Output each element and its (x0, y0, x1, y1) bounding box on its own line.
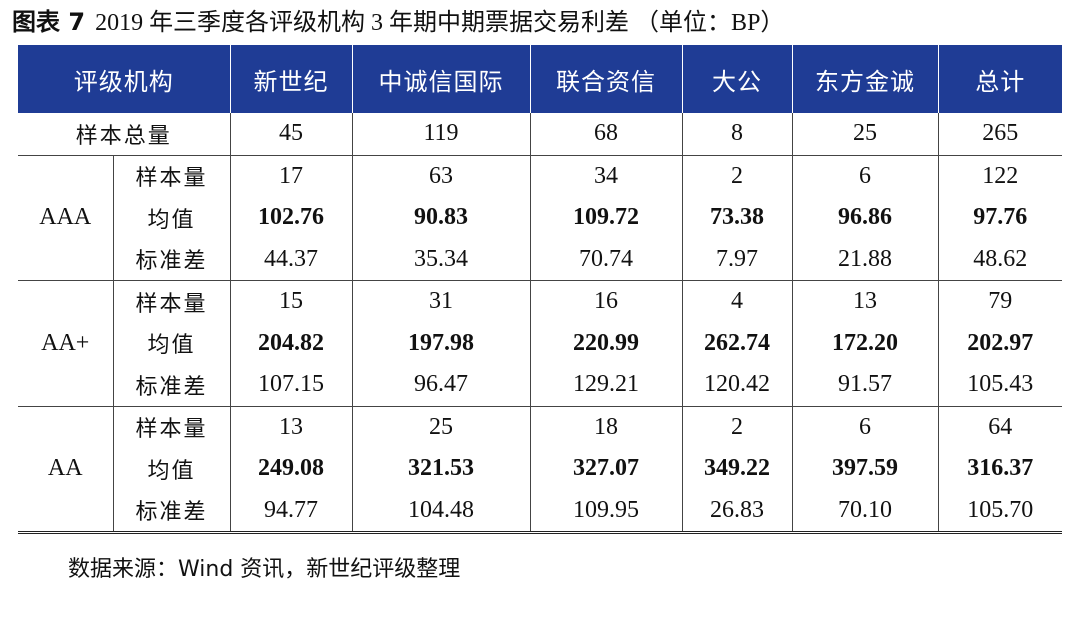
table-cell: 64 (938, 405, 1062, 448)
table-row: AAA 样本量 17 63 34 2 6 122 (18, 154, 1062, 281)
table-cell: 2 (682, 154, 793, 197)
table-cell: 327.07 (530, 448, 683, 490)
table-cell: 2 (682, 405, 793, 448)
table-cell: 35.34 (352, 238, 531, 281)
table-row: 标准差 44.37 35.34 70.74 7.97 21.88 48.62 (18, 238, 1062, 281)
table-cell: 79 (938, 280, 1062, 323)
rating-label: AAA (18, 154, 114, 281)
table-cell: 17 (230, 154, 353, 197)
table-cell: 349.22 (682, 448, 793, 490)
metric-label: 样本量 (113, 154, 231, 197)
header-col: 联合资信 (530, 45, 683, 113)
table-row: 标准差 94.77 104.48 109.95 26.83 70.10 105.… (18, 489, 1062, 534)
table-cell: 204.82 (230, 322, 353, 364)
spread-table: 评级机构 新世纪 中诚信国际 联合资信 大公 东方金诚 总计 样本总量 45 1… (18, 45, 1062, 534)
metric-label: 均值 (113, 322, 231, 364)
table-cell: 97.76 (973, 204, 1028, 231)
table-cell: 15 (230, 280, 353, 323)
table-cell: 109.72 (530, 197, 683, 239)
table-cell: 25 (352, 405, 531, 448)
header-agency: 评级机构 (18, 45, 231, 113)
table-cell: 105.70 (938, 489, 1062, 534)
figure-caption: 图表 7 2019 年三季度各评级机构 3 年期中期票据交易利差 （单位：BP） (12, 6, 1068, 39)
table-cell: 6 (792, 154, 939, 197)
metric-label: 均值 (113, 448, 231, 490)
figure-title: 2019 年三季度各评级机构 3 年期中期票据交易利差 （单位：BP） (95, 10, 785, 36)
figure-label: 图表 7 (12, 8, 86, 36)
rating-label: AA (18, 405, 114, 534)
table-cell: 197.98 (352, 322, 531, 364)
table-cell: 63 (352, 154, 531, 197)
table-cell: 26.83 (682, 489, 793, 534)
table-row: 均值 249.08 321.53 327.07 349.22 397.59 31… (18, 448, 1062, 490)
table-cell: 91.57 (792, 364, 939, 406)
table-cell: 68 (530, 113, 683, 155)
table-cell: 262.74 (682, 322, 793, 364)
table-row-total: 样本总量 45 119 68 8 25 265 (18, 113, 1062, 155)
header-col: 总计 (938, 45, 1062, 113)
metric-label: 标准差 (113, 364, 231, 406)
table-cell: 107.15 (230, 364, 353, 406)
table-cell: 172.20 (792, 322, 939, 364)
table-cell: 7.97 (682, 238, 793, 281)
table-cell: 96.86 (792, 197, 939, 239)
table-row: 标准差 107.15 96.47 129.21 120.42 91.57 105… (18, 364, 1062, 406)
table-cell: 6 (792, 405, 939, 448)
table-cell: 119 (352, 113, 531, 155)
rating-label: AA+ (18, 280, 114, 407)
table-cell: 31 (352, 280, 531, 323)
table-cell: 70.10 (792, 489, 939, 534)
table-cell: 21.88 (792, 238, 939, 281)
table-cell: 16 (530, 280, 683, 323)
data-source-note: 数据来源：Wind 资讯，新世纪评级整理 (68, 557, 461, 582)
table-cell: 120.42 (682, 364, 793, 406)
table-cell: 18 (530, 405, 683, 448)
metric-label: 样本量 (113, 280, 231, 323)
table-cell: 316.37 (967, 455, 1034, 482)
table-cell: 129.21 (530, 364, 683, 406)
row-label: 样本总量 (18, 113, 231, 155)
table-cell: 265 (982, 120, 1019, 147)
table-cell: 34 (530, 154, 683, 197)
table-cell: 90.83 (352, 197, 531, 239)
table-cell: 13 (792, 280, 939, 323)
table-cell: 104.48 (352, 489, 531, 534)
table-cell: 70.74 (530, 238, 683, 281)
header-col: 中诚信国际 (352, 45, 531, 113)
metric-label: 均值 (113, 197, 231, 239)
metric-label: 标准差 (113, 238, 231, 281)
table-cell: 397.59 (792, 448, 939, 490)
table-cell: 25 (792, 113, 939, 155)
table-row: AA+ 样本量 15 31 16 4 13 79 (18, 280, 1062, 407)
header-row: 评级机构 新世纪 中诚信国际 联合资信 大公 东方金诚 总计 (18, 45, 1062, 113)
table-cell: 48.62 (973, 245, 1028, 272)
table-row: 均值 204.82 197.98 220.99 262.74 172.20 20… (18, 322, 1062, 364)
table-cell: 202.97 (967, 329, 1034, 356)
table-cell: 45 (230, 113, 353, 155)
metric-label: 样本量 (113, 405, 231, 448)
table-cell: 8 (682, 113, 793, 155)
table-cell: 105.43 (967, 371, 1034, 398)
table-cell: 220.99 (530, 322, 683, 364)
header-col: 新世纪 (230, 45, 353, 113)
table-cell: 321.53 (352, 448, 531, 490)
table-cell: 122 (938, 154, 1062, 197)
table-row: AA 样本量 13 25 18 2 6 64 (18, 405, 1062, 534)
metric-label: 标准差 (113, 489, 231, 534)
table-cell: 73.38 (682, 197, 793, 239)
table-cell: 96.47 (352, 364, 531, 406)
table-cell: 109.95 (530, 489, 683, 534)
header-col: 大公 (682, 45, 793, 113)
table-cell: 249.08 (230, 448, 353, 490)
table-cell: 94.77 (230, 489, 353, 534)
table-cell: 4 (682, 280, 793, 323)
table-cell: 13 (230, 405, 353, 448)
table-cell: 102.76 (230, 197, 353, 239)
table-row: 均值 102.76 90.83 109.72 73.38 96.86 97.76 (18, 197, 1062, 239)
table-cell: 44.37 (230, 238, 353, 281)
header-col: 东方金诚 (792, 45, 939, 113)
